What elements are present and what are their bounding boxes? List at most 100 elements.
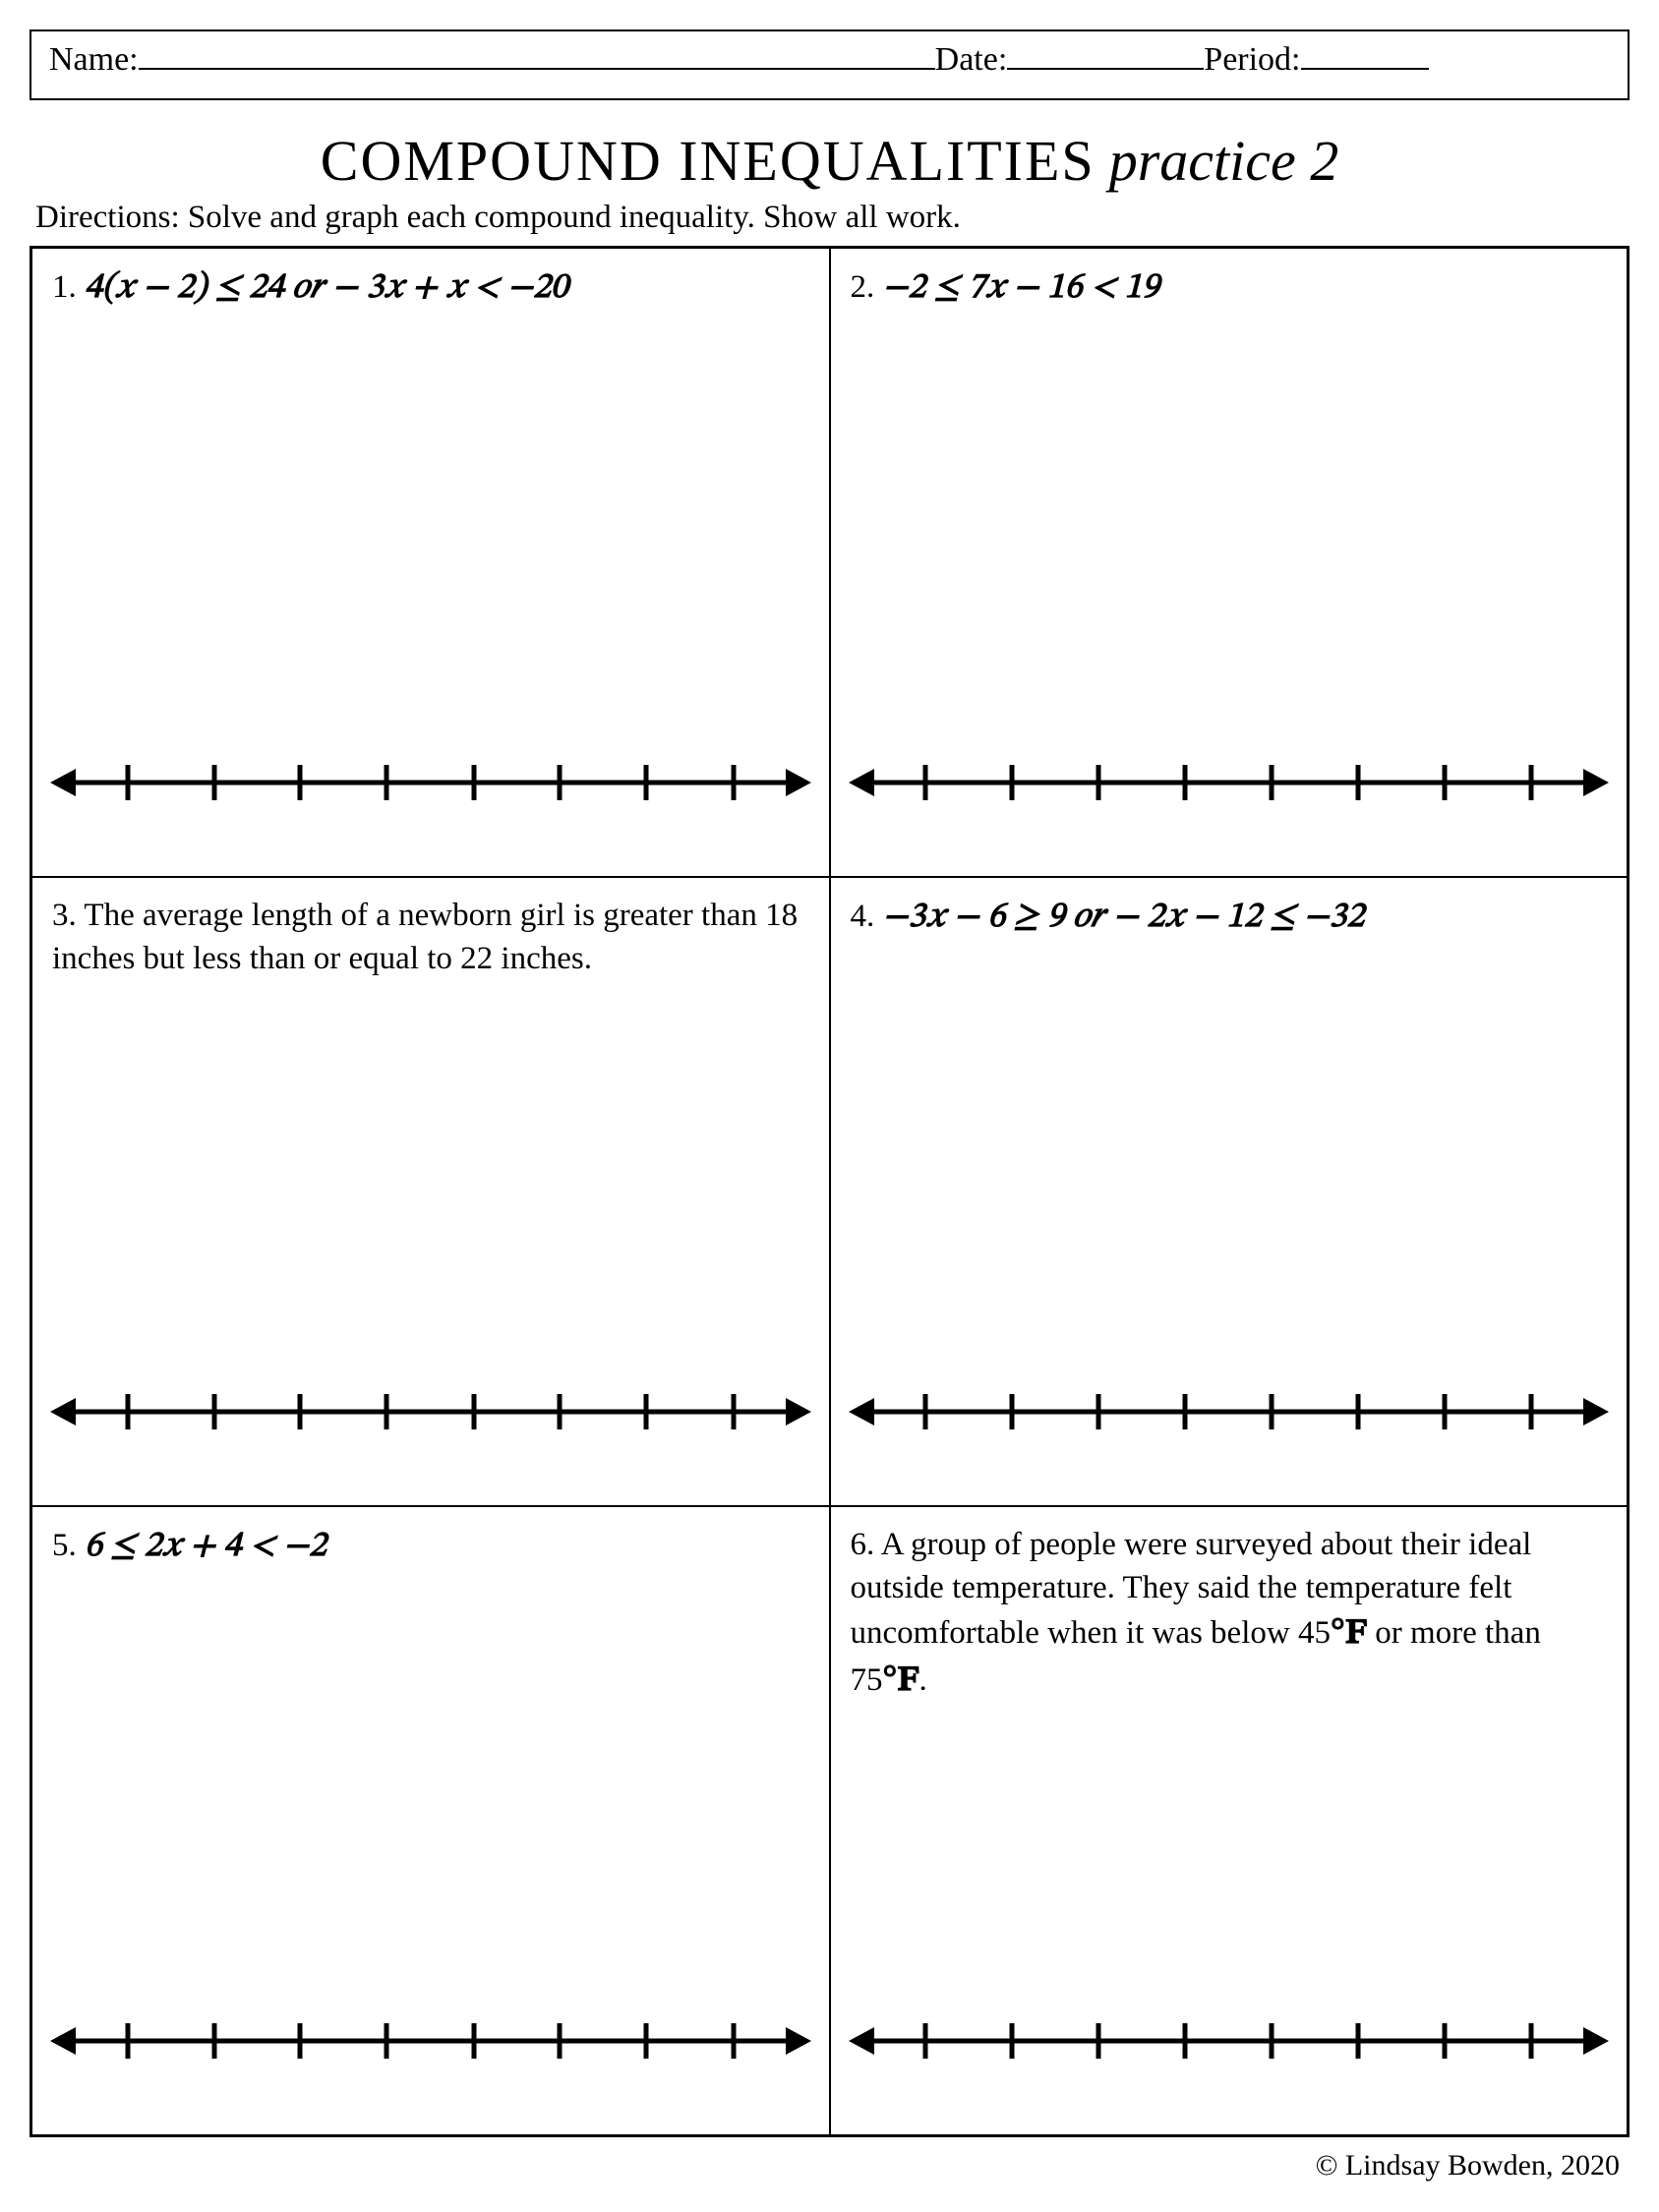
problem-cell-5: 5. 6 ≤ 2𝑥 + 4 < −2: [31, 1506, 830, 2135]
number-line-tick: [385, 1394, 389, 1429]
number-line-tick: [923, 1394, 928, 1429]
arrow-right-icon: [1583, 2027, 1609, 2055]
number-line-tick: [731, 765, 736, 800]
number-line-tick: [211, 1394, 216, 1429]
problem-prompt: 6. A group of people were surveyed about…: [851, 1523, 1608, 1706]
date-line[interactable]: [1007, 39, 1204, 70]
number-line-tick: [558, 765, 563, 800]
number-line-tick: [1182, 2023, 1187, 2059]
number-line-tick: [1270, 1394, 1274, 1429]
problem-prompt: 3. The average length of a newborn girl …: [52, 894, 809, 981]
number-line-tick: [298, 765, 303, 800]
problem-expression: 4(𝑥 − 2) ≤ 24 𝑜𝑟 − 3𝑥 + 𝑥 < −20: [85, 270, 568, 306]
number-line-tick: [1010, 2023, 1015, 2059]
title-sub: practice 2: [1109, 129, 1339, 193]
problem-expression: −2 ≤ 7𝑥 − 16 < 19: [883, 270, 1159, 306]
arrow-right-icon: [786, 1398, 811, 1426]
number-line-tick: [125, 1394, 130, 1429]
problem-number: 1.: [52, 269, 85, 305]
problem-prompt: 2. −2 ≤ 7𝑥 − 16 < 19: [851, 264, 1608, 313]
number-line-tick: [1355, 2023, 1360, 2059]
number-line-tick: [1010, 1394, 1015, 1429]
copyright-footer: © Lindsay Bowden, 2020: [30, 2149, 1629, 2183]
arrow-right-icon: [1583, 1398, 1609, 1426]
number-line: [52, 2016, 809, 2066]
number-line-tick: [125, 2023, 130, 2059]
problem-number: 5.: [52, 1528, 85, 1563]
number-line-tick: [1270, 765, 1274, 800]
problem-prompt: 1. 4(𝑥 − 2) ≤ 24 𝑜𝑟 − 3𝑥 + 𝑥 < −20: [52, 264, 809, 313]
number-line-tick: [385, 2023, 389, 2059]
number-line-tick: [1442, 765, 1447, 800]
arrow-left-icon: [50, 2027, 76, 2055]
problem-number: 4.: [851, 899, 883, 934]
problem-number: 2.: [851, 269, 883, 305]
number-line-tick: [298, 1394, 303, 1429]
problem-text: The average length of a newborn girl is …: [52, 898, 798, 977]
problem-prompt: 5. 6 ≤ 2𝑥 + 4 < −2: [52, 1523, 809, 1571]
arrow-left-icon: [50, 769, 76, 796]
number-line: [851, 758, 1608, 807]
number-line-tick: [471, 765, 476, 800]
number-line-tick: [558, 1394, 563, 1429]
title-row: COMPOUND INEQUALITIES practice 2: [30, 128, 1629, 194]
number-line-tick: [471, 1394, 476, 1429]
number-line-tick: [644, 1394, 649, 1429]
number-line-tick: [211, 765, 216, 800]
problem-cell-1: 1. 4(𝑥 − 2) ≤ 24 𝑜𝑟 − 3𝑥 + 𝑥 < −20: [31, 248, 830, 877]
arrow-right-icon: [786, 769, 811, 796]
problem-number: 3.: [52, 898, 84, 933]
number-line-tick: [644, 2023, 649, 2059]
problem-expression: −3𝑥 − 6 ≥ 9 𝑜𝑟 − 2𝑥 − 12 ≤ −32: [883, 900, 1365, 935]
period-line[interactable]: [1301, 39, 1429, 70]
name-label: Name:: [49, 41, 139, 79]
date-label: Date:: [935, 41, 1008, 79]
problem-cell-4: 4. −3𝑥 − 6 ≥ 9 𝑜𝑟 − 2𝑥 − 12 ≤ −32: [830, 877, 1629, 1506]
problem-cell-3: 3. The average length of a newborn girl …: [31, 877, 830, 1506]
problem-grid: 1. 4(𝑥 − 2) ≤ 24 𝑜𝑟 − 3𝑥 + 𝑥 < −20 2. −2 …: [30, 246, 1629, 2137]
number-line-tick: [1096, 765, 1100, 800]
number-line-tick: [1442, 1394, 1447, 1429]
arrow-left-icon: [849, 1398, 874, 1426]
problem-expression: 6 ≤ 2𝑥 + 4 < −2: [85, 1529, 326, 1564]
number-line-tick: [1529, 2023, 1534, 2059]
number-line-tick: [385, 765, 389, 800]
problem-prompt: 4. −3𝑥 − 6 ≥ 9 𝑜𝑟 − 2𝑥 − 12 ≤ −32: [851, 894, 1608, 942]
number-line-tick: [731, 1394, 736, 1429]
number-line-tick: [1182, 1394, 1187, 1429]
title-main: COMPOUND INEQUALITIES: [321, 129, 1096, 193]
number-line: [52, 758, 809, 807]
problem-text: A group of people were surveyed about th…: [851, 1527, 1541, 1699]
number-line-tick: [644, 765, 649, 800]
number-line-tick: [1529, 765, 1534, 800]
number-line-tick: [1182, 765, 1187, 800]
number-line-tick: [1096, 1394, 1100, 1429]
period-label: Period:: [1204, 41, 1300, 79]
number-line-axis: [868, 780, 1590, 785]
number-line-axis: [70, 1409, 792, 1414]
number-line-axis: [70, 2038, 792, 2043]
arrow-left-icon: [849, 769, 874, 796]
directions-text: Directions: Solve and graph each compoun…: [35, 200, 1629, 236]
number-line-tick: [1270, 2023, 1274, 2059]
arrow-left-icon: [849, 2027, 874, 2055]
number-line-axis: [868, 2038, 1590, 2043]
number-line-tick: [1529, 1394, 1534, 1429]
number-line-tick: [558, 2023, 563, 2059]
arrow-right-icon: [1583, 769, 1609, 796]
number-line-axis: [868, 1409, 1590, 1414]
number-line-tick: [1010, 765, 1015, 800]
number-line-tick: [471, 2023, 476, 2059]
number-line-axis: [70, 780, 792, 785]
number-line-tick: [125, 765, 130, 800]
name-line[interactable]: [139, 39, 935, 70]
problem-number: 6.: [851, 1527, 881, 1562]
number-line-tick: [1355, 1394, 1360, 1429]
number-line-tick: [1355, 765, 1360, 800]
number-line: [851, 2016, 1608, 2066]
arrow-left-icon: [50, 1398, 76, 1426]
number-line-tick: [923, 2023, 928, 2059]
number-line-tick: [731, 2023, 736, 2059]
arrow-right-icon: [786, 2027, 811, 2055]
problem-cell-2: 2. −2 ≤ 7𝑥 − 16 < 19: [830, 248, 1629, 877]
